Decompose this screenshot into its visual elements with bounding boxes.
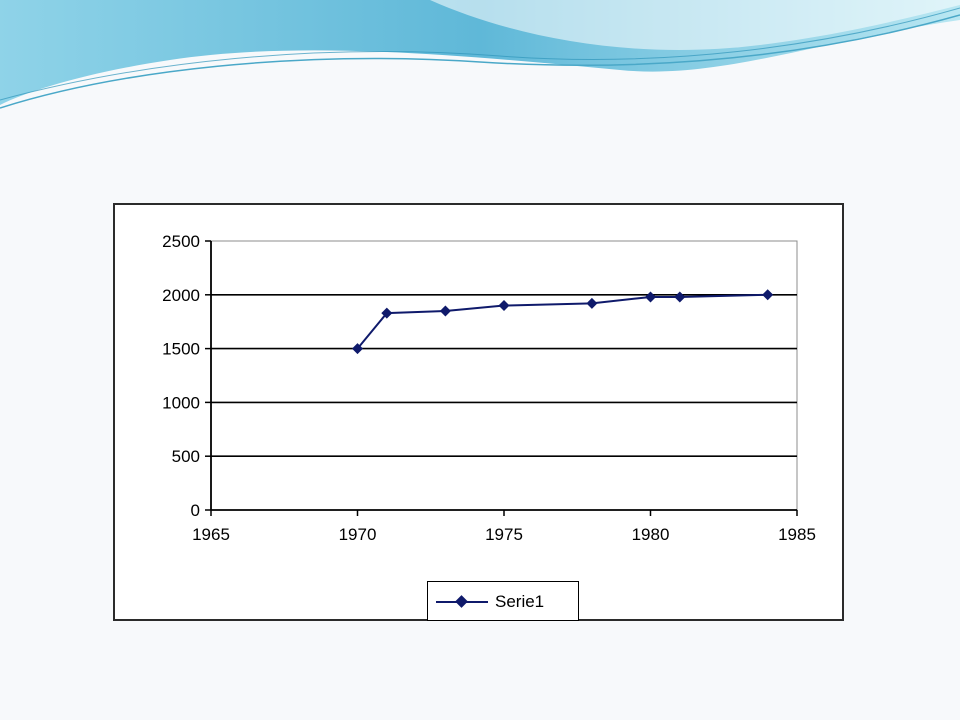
y-tick-label: 2500 xyxy=(162,232,200,251)
y-tick-label: 1000 xyxy=(162,393,200,412)
data-point xyxy=(439,305,451,317)
data-point xyxy=(645,291,656,303)
wave-highlight xyxy=(430,0,960,50)
tick-labels: 0 500 1000 1500 2000 2500 1965 1970 1975 1980 1985 xyxy=(162,232,816,544)
data-point xyxy=(381,307,393,319)
series-serie1 xyxy=(352,289,774,355)
x-tick-label: 1985 xyxy=(778,525,816,544)
data-point xyxy=(498,300,510,312)
wave-line-2 xyxy=(0,7,960,101)
wave-line xyxy=(0,14,960,109)
data-point xyxy=(762,289,774,301)
x-tick-label: 1975 xyxy=(485,525,523,544)
chart-legend: Serie1 xyxy=(427,581,579,621)
line-chart: 0 500 1000 1500 2000 2500 1965 1970 1975 1980 1985 xyxy=(162,232,816,544)
axes xyxy=(205,240,798,516)
x-tick-label: 1970 xyxy=(339,525,377,544)
y-tick-label: 500 xyxy=(172,447,200,466)
legend-diamond-marker xyxy=(455,595,468,608)
plot-area xyxy=(210,240,798,511)
x-tick-label: 1965 xyxy=(192,525,230,544)
grid xyxy=(210,240,798,511)
legend-label: Serie1 xyxy=(495,592,545,611)
data-point xyxy=(674,291,686,303)
y-tick-label: 2000 xyxy=(162,286,200,305)
chart-container: 0 500 1000 1500 2000 2500 1965 1970 1975 1980 1985… xyxy=(113,203,844,621)
y-tick-label: 0 xyxy=(191,501,200,520)
x-tick-label: 1980 xyxy=(632,525,670,544)
data-point xyxy=(586,297,598,309)
y-tick-label: 1500 xyxy=(162,340,200,359)
data-point xyxy=(352,343,363,355)
header-wave-banner xyxy=(0,0,960,109)
